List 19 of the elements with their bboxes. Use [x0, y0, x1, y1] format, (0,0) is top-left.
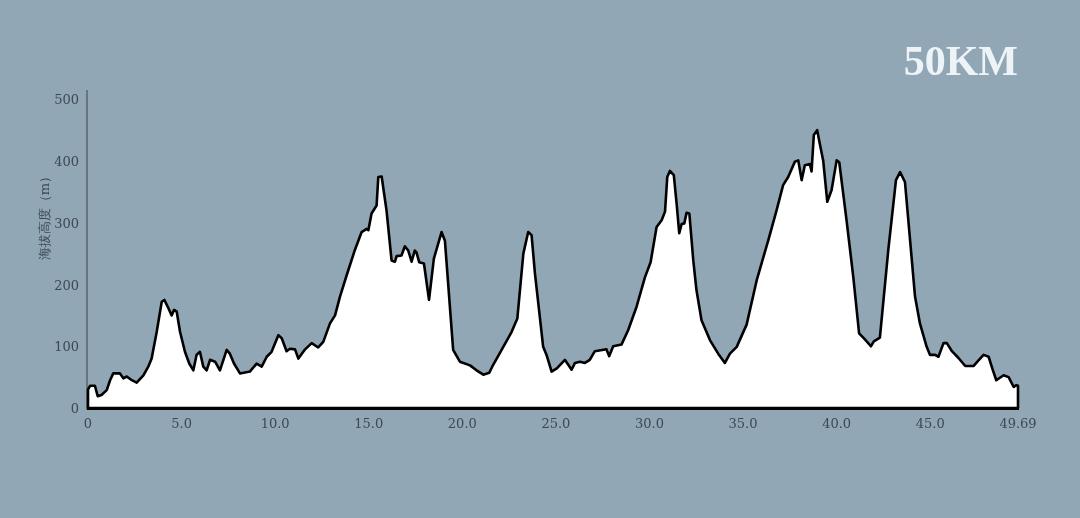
y-tick-label: 400 [54, 154, 79, 170]
y-tick-label: 300 [54, 215, 79, 231]
y-tick-label: 500 [54, 92, 79, 108]
x-tick-label: 45.0 [915, 416, 945, 431]
x-tick-label: 35.0 [728, 416, 758, 431]
x-tick-label: 30.0 [635, 416, 664, 431]
x-tick-label: 25.0 [541, 416, 571, 431]
x-tick-label: 49.69 [999, 416, 1037, 431]
y-tick-label: 100 [54, 339, 79, 355]
x-tick-label: 5.0 [171, 416, 192, 431]
y-tick-label: 0 [70, 401, 79, 416]
y-tick-label: 200 [54, 277, 79, 293]
chart-title: 50KM [903, 38, 1018, 84]
x-tick-label: 40.0 [822, 416, 852, 431]
y-axis-title: 海拔高度（m） [37, 169, 52, 261]
x-tick-label: 15.0 [354, 416, 384, 431]
x-tick-label: 10.0 [260, 416, 290, 431]
x-tick-label: 20.0 [447, 416, 477, 431]
x-tick-label: 0 [83, 416, 93, 431]
